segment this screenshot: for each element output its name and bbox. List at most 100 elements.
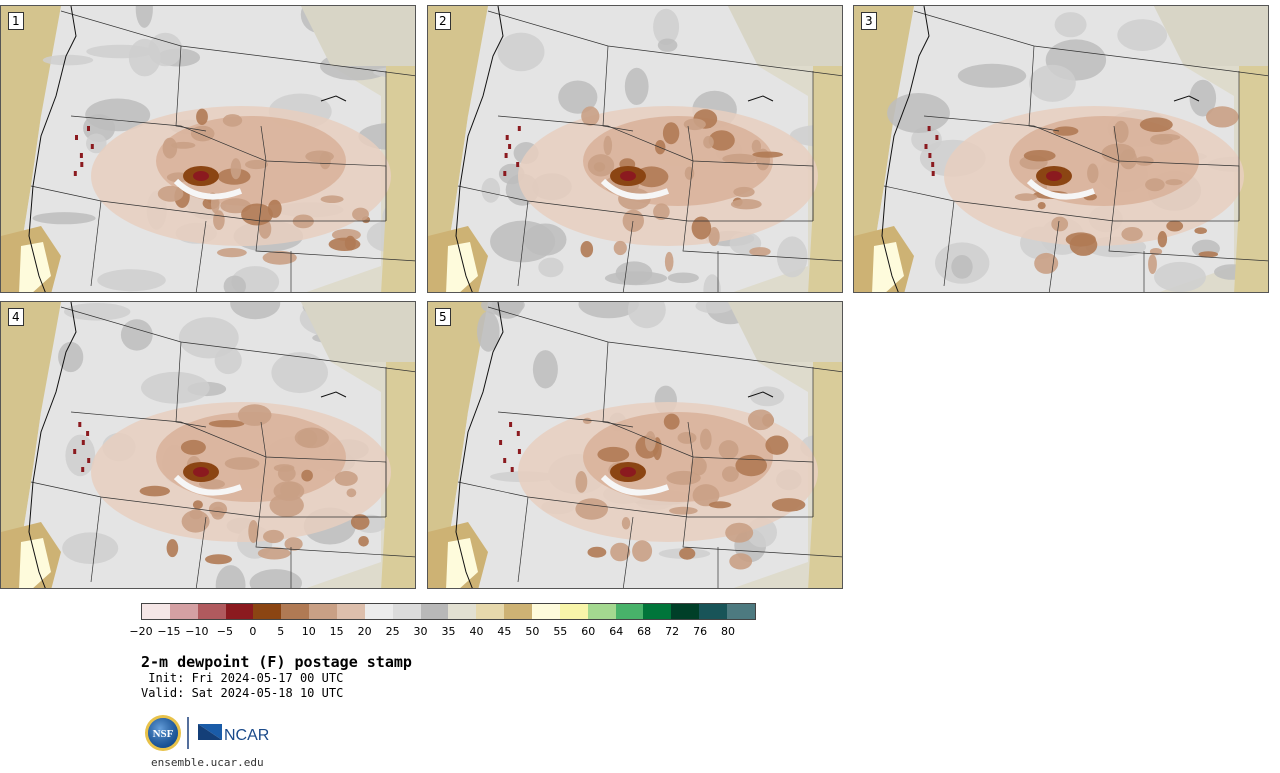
state-border — [1108, 125, 1268, 262]
cascade-spot — [927, 126, 931, 131]
moist-swirl — [173, 178, 243, 200]
state-border — [943, 200, 955, 287]
cascade-spot — [503, 458, 507, 463]
cascade-spot — [86, 431, 90, 436]
moist-swirl — [600, 474, 670, 496]
gray-patch — [249, 569, 302, 588]
north-region — [1154, 6, 1268, 66]
dry-patch — [663, 413, 680, 430]
dry-patch — [587, 546, 607, 558]
moist-region — [872, 242, 904, 292]
dry-patch — [1087, 163, 1099, 184]
nsf-logo: NSF — [145, 715, 181, 751]
colorbar-tick-label: −10 — [185, 625, 209, 638]
colorbar-ticks: −20 −15 −10 −5 0 5 10 15 20 25 30 35 40 45 50 55 60 64 68 7… — [129, 625, 756, 639]
dry-patch — [1145, 178, 1165, 192]
colorbar-tick-label: −5 — [216, 625, 233, 638]
state-border — [622, 220, 634, 292]
state-border — [60, 10, 415, 77]
dry-patch — [262, 250, 297, 265]
gray-patch — [230, 302, 281, 320]
colorbar-swatch — [559, 604, 588, 619]
dry-patch — [691, 216, 712, 240]
colorbar-tick-label: 45 — [497, 625, 512, 638]
member-label: 5 — [435, 308, 451, 326]
lake-outline — [747, 95, 774, 102]
state-border — [70, 115, 182, 127]
cascade-spot — [517, 126, 521, 131]
init-time: Init: Fri 2024-05-17 00 UTC — [141, 671, 344, 685]
dry-patch — [192, 500, 203, 510]
colorbar-tick-label: 76 — [693, 625, 708, 638]
gray-patch — [97, 269, 166, 292]
coastline — [455, 6, 504, 292]
state-border — [90, 200, 102, 287]
extreme-dry-spot — [620, 171, 636, 181]
dry-patch — [139, 485, 170, 497]
dewpoint-map-3 — [854, 6, 1268, 292]
dry-patch — [621, 517, 631, 530]
colorbar-tick-label: 55 — [553, 625, 568, 638]
dry-patch — [1014, 193, 1038, 201]
dry-patch — [708, 130, 735, 151]
dry-patch — [751, 139, 762, 153]
dry-patch — [632, 540, 653, 562]
colorbar — [141, 603, 756, 620]
north-region — [728, 6, 842, 66]
colorbar-tick-label: 25 — [385, 625, 400, 638]
gray-patch — [538, 257, 564, 278]
gray-patch — [120, 319, 153, 351]
dry-patch — [683, 118, 706, 131]
gray-patch — [62, 532, 119, 564]
north-region — [301, 302, 415, 362]
dry-patch — [334, 471, 358, 486]
gray-patch — [776, 236, 808, 278]
dry-patch — [297, 429, 318, 448]
state-border — [913, 10, 1268, 77]
moist-region — [19, 242, 51, 292]
dry-patch — [669, 506, 698, 515]
lake-outline — [320, 95, 347, 102]
colorbar-swatch — [142, 604, 170, 619]
site-url[interactable]: ensemble.ucar.edu — [151, 756, 264, 769]
member-label: 4 — [8, 308, 24, 326]
cascade-spot — [78, 422, 82, 427]
dry-patch — [664, 251, 674, 272]
gray-patch — [477, 311, 500, 352]
nsf-text: NSF — [153, 728, 174, 740]
dry-patch — [722, 153, 758, 164]
colorbar-tick-label: 80 — [721, 625, 736, 638]
dry-patch — [692, 484, 720, 507]
member-label: 1 — [8, 12, 24, 30]
dry-patch — [1165, 179, 1183, 186]
gray-patch — [497, 32, 545, 72]
dry-patch — [230, 158, 242, 180]
member-panel-1: 1 — [0, 5, 416, 293]
gray-patch — [750, 386, 785, 407]
dry-patch — [162, 137, 178, 159]
dry-patch — [1148, 254, 1157, 274]
state-border — [255, 421, 415, 558]
state-border — [487, 10, 842, 77]
dry-patch — [1051, 216, 1069, 232]
colorbar-swatch — [699, 604, 728, 619]
dry-patch — [358, 536, 369, 547]
moist-swirl — [1026, 178, 1096, 200]
colorbar-tick-label: 72 — [665, 625, 680, 638]
dry-patch — [350, 514, 370, 530]
state-border — [497, 411, 609, 423]
lake-outline — [747, 391, 774, 398]
extreme-dry-spot — [193, 467, 209, 477]
dry-patch — [587, 154, 615, 177]
dry-patch — [610, 542, 631, 562]
dry-patch — [733, 186, 755, 198]
dry-patch — [211, 506, 225, 520]
cascade-spot — [928, 153, 932, 158]
dry-patch — [700, 428, 712, 450]
plains-region — [1234, 66, 1268, 292]
cascade-spot — [73, 449, 77, 454]
dry-patch — [205, 554, 232, 565]
cascade-spot — [509, 422, 513, 427]
dry-patch — [292, 214, 314, 229]
dewpoint-map-2 — [428, 6, 842, 292]
